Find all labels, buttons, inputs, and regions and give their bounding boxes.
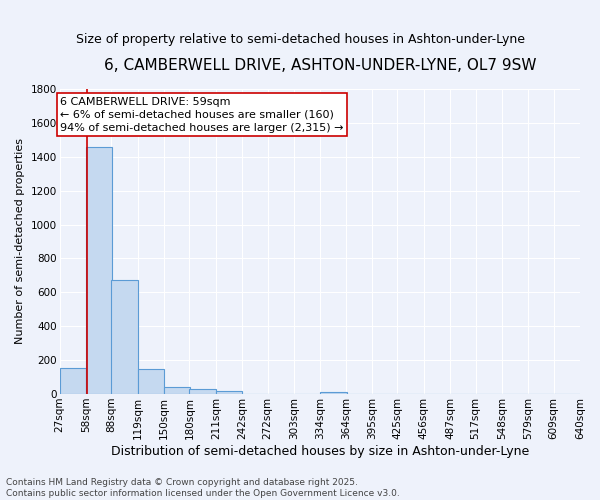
Bar [164, 388, 190, 394]
Text: Contains HM Land Registry data © Crown copyright and database right 2025.
Contai: Contains HM Land Registry data © Crown c… [6, 478, 400, 498]
Bar [190, 389, 216, 394]
Y-axis label: Number of semi-detached properties: Number of semi-detached properties [15, 138, 25, 344]
Bar [86, 146, 112, 394]
Bar [320, 392, 347, 394]
X-axis label: Distribution of semi-detached houses by size in Ashton-under-Lyne: Distribution of semi-detached houses by … [110, 444, 529, 458]
Text: 6 CAMBERWELL DRIVE: 59sqm
← 6% of semi-detached houses are smaller (160)
94% of : 6 CAMBERWELL DRIVE: 59sqm ← 6% of semi-d… [61, 96, 344, 133]
Bar [59, 368, 86, 394]
Bar [216, 392, 242, 394]
Bar [137, 368, 164, 394]
Bar [112, 280, 137, 394]
Text: Size of property relative to semi-detached houses in Ashton-under-Lyne: Size of property relative to semi-detach… [76, 32, 524, 46]
Title: 6, CAMBERWELL DRIVE, ASHTON-UNDER-LYNE, OL7 9SW: 6, CAMBERWELL DRIVE, ASHTON-UNDER-LYNE, … [104, 58, 536, 72]
